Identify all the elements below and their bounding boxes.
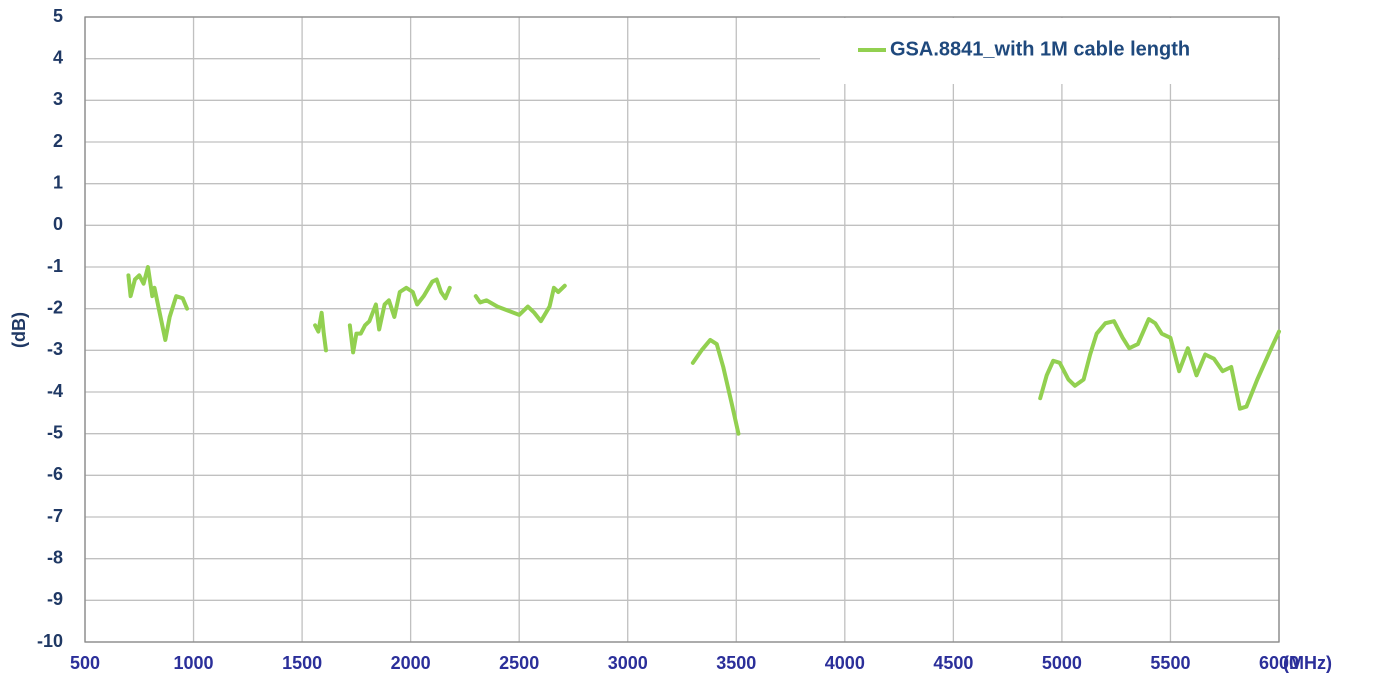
legend-box	[820, 18, 1278, 84]
legend-label: GSA.8841_with 1M cable length	[890, 38, 1190, 60]
x-tick-label: 6000	[1259, 653, 1299, 673]
x-tick-label: 1000	[174, 653, 214, 673]
y-tick-label: -2	[47, 297, 63, 317]
data-line	[126, 265, 1281, 436]
x-tick-label: 2000	[391, 653, 431, 673]
y-tick-label: -5	[47, 422, 63, 442]
y-tick-label: -8	[47, 547, 63, 567]
plot-frame	[84, 16, 1280, 643]
y-tick-label: -1	[47, 256, 63, 276]
x-tick-label: 4500	[933, 653, 973, 673]
y-tick-label: 4	[53, 47, 63, 67]
x-tick-label: 5000	[1042, 653, 1082, 673]
y-tick-label: -7	[47, 506, 63, 526]
y-tick-label: -9	[47, 589, 63, 609]
y-tick-label: 3	[53, 89, 63, 109]
x-tick-label: 1500	[282, 653, 322, 673]
x-tick-label: 3500	[716, 653, 756, 673]
x-tick-label: 5500	[1150, 653, 1190, 673]
y-tick-label: 1	[53, 172, 63, 192]
x-tick-label: 3000	[608, 653, 648, 673]
y-tick-label: -3	[47, 339, 63, 359]
y-tick-label: 2	[53, 131, 63, 151]
y-tick-label: -6	[47, 464, 63, 484]
y-tick-label: -4	[47, 381, 63, 401]
x-tick-label: 500	[70, 653, 100, 673]
x-tick-label: 4000	[825, 653, 865, 673]
y-tick-label: 5	[53, 6, 63, 26]
x-tick-label: 2500	[499, 653, 539, 673]
y-axis-label: (dB)	[9, 312, 29, 348]
x-axis-label: (MHz)	[1283, 653, 1332, 673]
y-tick-label: 0	[53, 214, 63, 234]
y-tick-label: -10	[37, 631, 63, 651]
